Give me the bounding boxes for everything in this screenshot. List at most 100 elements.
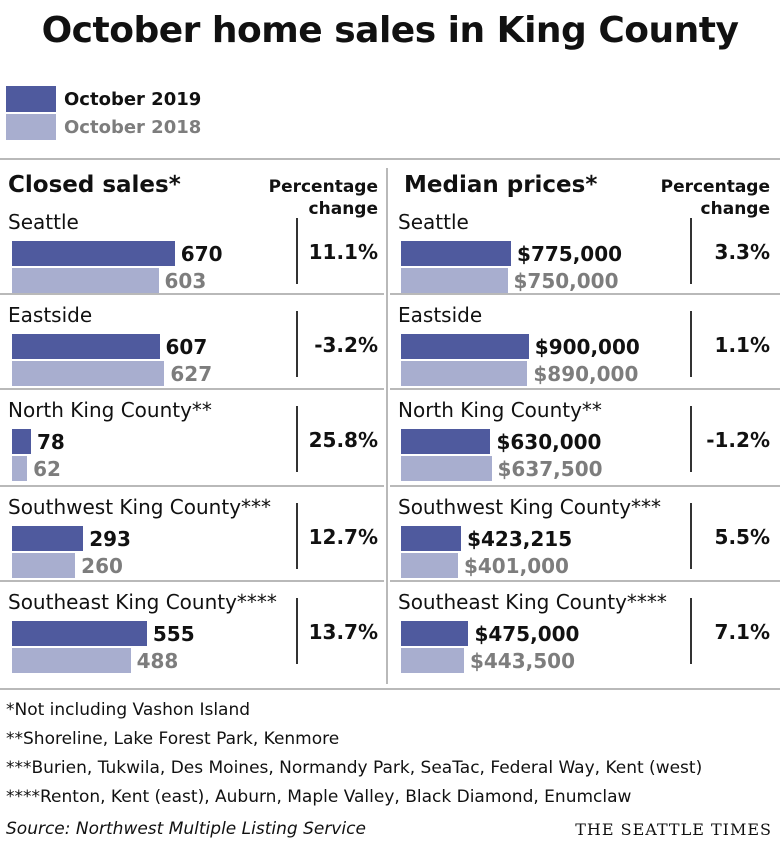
panel-divider <box>386 168 388 684</box>
prices-change-seattle: 3.3% <box>714 240 770 264</box>
footnote-4: ****Renton, Kent (east), Auburn, Maple V… <box>6 787 632 807</box>
sales-row-divider <box>0 485 384 487</box>
sales-bar-2019-southwest-king-county <box>12 526 84 551</box>
sales-change-southeast-king-county: 13.7% <box>308 620 378 644</box>
sales-bar-2018-seattle <box>12 268 159 293</box>
publisher-logo: THE SEATTLE TIMES <box>575 820 772 839</box>
sales-change-rule-southwest-king-county <box>296 503 298 569</box>
sales-change-header: Percentage change <box>240 176 378 220</box>
prices-change-rule-southeast-king-county <box>690 598 692 664</box>
prices-row-divider <box>390 293 780 295</box>
sales-label-2019-southwest-king-county: 293 <box>89 527 131 551</box>
sales-change-rule-north-king-county <box>296 406 298 472</box>
sales-bar-2018-southwest-king-county <box>12 553 76 578</box>
sales-category-eastside: Eastside <box>8 303 93 327</box>
sales-label-2019-seattle: 670 <box>180 242 223 266</box>
sales-change-rule-seattle <box>296 218 298 284</box>
sales-change-southwest-king-county: 12.7% <box>308 525 378 549</box>
prices-bar-2019-seattle <box>401 241 512 266</box>
prices-category-southeast-king-county: Southeast King County**** <box>398 590 667 614</box>
legend-item-2019: October 2019 <box>6 86 201 112</box>
sales-label-2018-southeast-king-county: 488 <box>136 649 179 673</box>
prices-category-eastside: Eastside <box>398 303 483 327</box>
prices-bar-2019-southwest-king-county <box>401 526 462 551</box>
footnote-3: ***Burien, Tukwila, Des Moines, Normandy… <box>6 758 703 778</box>
prices-category-north-king-county: North King County** <box>398 398 602 422</box>
prices-label-2018-southwest-king-county: $401,000 <box>463 554 569 578</box>
prices-bar-2019-southeast-king-county <box>401 621 469 646</box>
prices-bar-2018-seattle <box>401 268 508 293</box>
prices-bar-2018-eastside <box>401 361 528 386</box>
prices-change-header-line2: change <box>700 199 770 219</box>
source-note: Source: Northwest Multiple Listing Servi… <box>6 819 366 839</box>
legend-swatch-2019 <box>6 86 56 112</box>
prices-change-header-line1: Percentage <box>660 177 770 197</box>
legend-label-2019: October 2019 <box>64 88 202 110</box>
top-divider <box>0 158 780 160</box>
prices-change-rule-north-king-county <box>690 406 692 472</box>
prices-row-divider <box>390 485 780 487</box>
sales-change-rule-southeast-king-county <box>296 598 298 664</box>
legend-item-2018: October 2018 <box>6 114 201 140</box>
prices-label-2018-southeast-king-county: $443,500 <box>469 649 575 673</box>
sales-label-2018-seattle: 603 <box>164 269 207 293</box>
sales-category-seattle: Seattle <box>8 210 79 234</box>
sales-panel-title: Closed sales* <box>8 172 181 198</box>
prices-row-divider <box>390 580 780 582</box>
sales-bar-2018-southeast-king-county <box>12 648 131 673</box>
prices-row-divider <box>390 388 780 390</box>
prices-category-seattle: Seattle <box>398 210 469 234</box>
sales-change-north-king-county: 25.8% <box>308 428 378 452</box>
prices-change-rule-seattle <box>690 218 692 284</box>
prices-bar-2019-north-king-county <box>401 429 491 454</box>
sales-bar-2019-north-king-county <box>12 429 31 454</box>
sales-bar-2018-eastside <box>12 361 165 386</box>
footnote-1: *Not including Vashon Island <box>6 700 251 720</box>
prices-change-eastside: 1.1% <box>714 333 770 357</box>
sales-change-eastside: -3.2% <box>314 333 378 357</box>
prices-label-2019-eastside: $900,000 <box>534 335 640 359</box>
sales-change-rule-eastside <box>296 311 298 377</box>
sales-change-header-line1: Percentage <box>268 177 378 197</box>
prices-bar-2018-north-king-county <box>401 456 492 481</box>
sales-label-2019-north-king-county: 78 <box>36 430 65 454</box>
prices-change-southeast-king-county: 7.1% <box>714 620 770 644</box>
prices-change-north-king-county: -1.2% <box>706 428 770 452</box>
sales-label-2019-eastside: 607 <box>165 335 208 359</box>
sales-label-2018-eastside: 627 <box>170 362 213 386</box>
prices-change-rule-southwest-king-county <box>690 503 692 569</box>
footnote-2: **Shoreline, Lake Forest Park, Kenmore <box>6 729 340 749</box>
prices-label-2018-north-king-county: $637,500 <box>497 457 603 481</box>
prices-change-rule-eastside <box>690 311 692 377</box>
prices-label-2019-seattle: $775,000 <box>517 242 623 266</box>
prices-change-southwest-king-county: 5.5% <box>714 525 770 549</box>
sales-category-north-king-county: North King County** <box>8 398 212 422</box>
sales-change-header-line2: change <box>308 199 378 219</box>
sales-bar-2019-seattle <box>12 241 175 266</box>
prices-change-header: Percentage change <box>632 176 770 220</box>
legend-swatch-2018 <box>6 114 56 140</box>
sales-label-2018-southwest-king-county: 260 <box>81 554 123 578</box>
sales-bar-2019-southeast-king-county <box>12 621 147 646</box>
sales-row-divider <box>0 388 384 390</box>
sales-category-southeast-king-county: Southeast King County**** <box>8 590 277 614</box>
sales-category-southwest-king-county: Southwest King County*** <box>8 495 272 519</box>
prices-label-2019-southeast-king-county: $475,000 <box>474 622 580 646</box>
chart-title: October home sales in King County <box>41 10 739 51</box>
prices-bar-2019-eastside <box>401 334 529 359</box>
sales-label-2018-north-king-county: 62 <box>33 457 61 481</box>
sales-label-2019-southeast-king-county: 555 <box>152 622 195 646</box>
prices-label-2019-southwest-king-county: $423,215 <box>467 527 573 551</box>
prices-label-2018-eastside: $890,000 <box>533 362 639 386</box>
prices-label-2018-seattle: $750,000 <box>513 269 619 293</box>
prices-label-2019-north-king-county: $630,000 <box>496 430 602 454</box>
sales-bar-2018-north-king-county <box>12 456 28 481</box>
prices-category-southwest-king-county: Southwest King County*** <box>398 495 662 519</box>
sales-bar-2019-eastside <box>12 334 160 359</box>
prices-bar-2018-southwest-king-county <box>401 553 458 578</box>
legend-label-2018: October 2018 <box>64 116 202 138</box>
sales-row-divider <box>0 580 384 582</box>
sales-row-divider <box>0 293 384 295</box>
bottom-divider <box>0 688 780 690</box>
prices-panel-title: Median prices* <box>404 172 598 198</box>
